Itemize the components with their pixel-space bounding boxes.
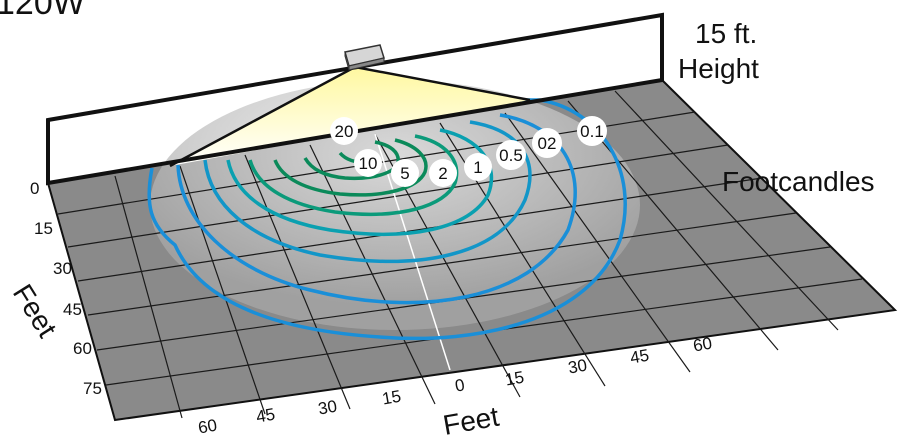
light-fixture [344, 44, 385, 71]
svg-text:5: 5 [400, 164, 409, 183]
width-tick: 30 [567, 356, 589, 378]
contour-02 [176, 113, 577, 305]
label-5: 5 [391, 159, 419, 187]
beam-cone [170, 67, 530, 166]
svg-text:0.1: 0.1 [580, 122, 604, 141]
depth-tick: 30 [53, 259, 72, 278]
label-02: 02 [532, 128, 562, 158]
width-tick: 60 [197, 416, 219, 438]
label-2: 2 [429, 159, 457, 187]
width-tick: 30 [317, 397, 339, 419]
contour-2 [248, 134, 459, 216]
width-tick: 15 [504, 368, 526, 390]
label-0.5: 0.5 [496, 140, 526, 170]
height-label-line2: Height [678, 53, 759, 84]
depth-tick: 75 [83, 379, 102, 398]
svg-text:02: 02 [538, 134, 557, 153]
width-tick: 45 [629, 346, 651, 368]
label-20: 20 [330, 117, 358, 145]
contour-5 [273, 138, 428, 197]
svg-text:2: 2 [438, 164, 447, 183]
depth-tick: 15 [34, 219, 53, 238]
wall-panel [46, 12, 664, 186]
width-tick: 60 [692, 334, 714, 356]
label-1: 1 [464, 153, 492, 181]
contour-labels: 20 10 5 2 1 0.5 02 0.1 [330, 116, 607, 187]
legend-label: Footcandles [722, 166, 875, 197]
depth-tick: 0 [30, 179, 39, 198]
width-tick: 15 [381, 387, 403, 409]
contour-10 [303, 140, 400, 181]
depth-tick: 60 [73, 339, 92, 358]
svg-text:0.5: 0.5 [499, 146, 523, 165]
label-0.1: 0.1 [577, 116, 607, 146]
label-10: 10 [354, 149, 382, 177]
depth-tick: 45 [63, 300, 82, 319]
height-label-line1: 15 ft. [695, 18, 757, 49]
depth-axis-title: Feet [7, 279, 63, 343]
title-fragment: 120W [0, 0, 85, 22]
width-tick: 0 [454, 375, 467, 395]
svg-text:1: 1 [473, 158, 482, 177]
svg-text:10: 10 [359, 154, 378, 173]
width-axis-ticks: 60 45 30 15 0 15 30 45 60 [197, 334, 714, 438]
svg-text:20: 20 [335, 122, 354, 141]
width-axis-title: Feet [441, 401, 502, 441]
depth-axis-ticks: 0 15 30 45 60 75 [30, 179, 102, 398]
contour-0.1 [147, 98, 627, 341]
width-tick: 45 [255, 405, 277, 427]
